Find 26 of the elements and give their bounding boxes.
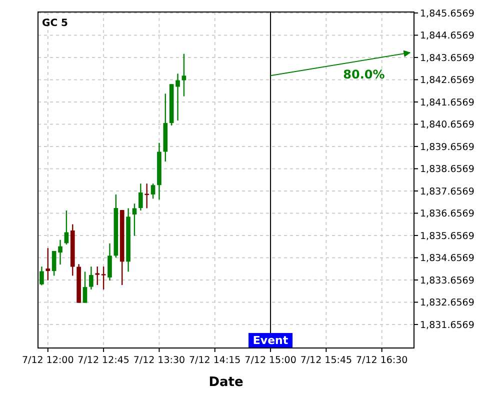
annotation: 80.0% — [343, 68, 385, 82]
y-tick-label: 1,845.6569 — [420, 8, 474, 20]
y-tick-label: 1,831.6569 — [420, 320, 474, 331]
y-tick-label: 1,841.6569 — [420, 97, 474, 108]
text: GC 5 — [42, 18, 68, 29]
y-tick-label: 1,832.6569 — [420, 298, 474, 309]
y-tick-label: 1,836.6569 — [420, 208, 474, 220]
y-tick-label: 1,835.6569 — [420, 230, 474, 242]
x-tick-label: 7/12 15:00 — [244, 355, 296, 366]
y-tick-label: 1,834.6569 — [420, 253, 474, 264]
y-tick-label: 1,839.6569 — [420, 142, 474, 153]
ref-line-label: Event — [252, 334, 288, 347]
y-tick-label: 1,844.6569 — [420, 30, 474, 42]
x-tick-label: 7/12 14:15 — [189, 355, 241, 366]
y-tick-label: 1,842.6569 — [420, 75, 474, 86]
y-tick-label: 1,833.6569 — [420, 275, 474, 286]
x-tick-label: 7/12 12:00 — [22, 355, 74, 366]
y-tick-label: 1,837.6569 — [420, 186, 474, 198]
x-axis-title: Date — [208, 375, 244, 390]
x-tick-label: 7/12 15:45 — [300, 355, 352, 366]
x-tick-label: 7/12 12:45 — [78, 355, 130, 366]
y-tick-label: 1,843.6569 — [420, 52, 474, 64]
x-tick-label: 7/12 16:30 — [356, 355, 408, 366]
y-tick-label: 1,840.6569 — [420, 120, 474, 131]
x-tick-label: 7/12 13:30 — [133, 355, 186, 366]
y-tick-label: 1,838.6569 — [420, 164, 474, 176]
